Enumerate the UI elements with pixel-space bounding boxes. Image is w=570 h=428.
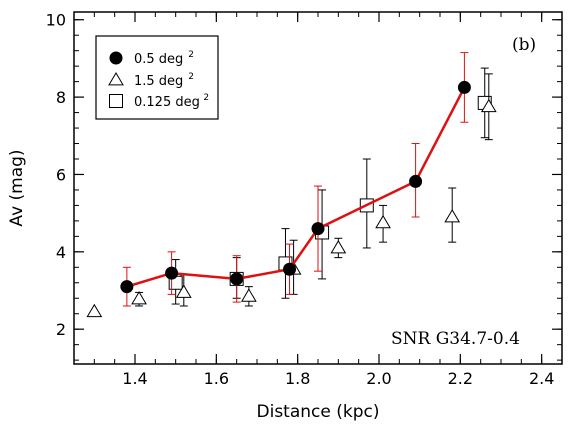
data-point xyxy=(283,262,297,276)
y-tick-label: 2 xyxy=(56,320,66,339)
data-point xyxy=(444,209,461,223)
data-point xyxy=(311,222,325,236)
data-point xyxy=(230,272,244,286)
series-filled-circle xyxy=(120,52,471,307)
data-point xyxy=(240,288,257,302)
y-tick-labels: 2 4 6 8 10 xyxy=(46,11,66,339)
x-tick-label: 2.2 xyxy=(448,369,473,388)
legend-item: 0.125 deg 2 xyxy=(109,93,209,110)
data-point xyxy=(120,280,134,294)
data-point xyxy=(480,98,497,113)
annotation-snr: SNR G34.7-0.4 xyxy=(391,329,520,349)
data-point xyxy=(86,303,103,318)
legend-label: 1.5 deg xyxy=(134,74,183,89)
legend-marker xyxy=(109,94,123,108)
x-tick-label: 2.4 xyxy=(529,369,554,388)
data-point xyxy=(175,284,192,298)
axis-ticks xyxy=(74,12,562,364)
data-point xyxy=(409,174,423,188)
x-tick-label: 1.4 xyxy=(122,369,147,388)
legend-label: 0.125 deg xyxy=(134,95,200,110)
legend-item: 0.5 deg 2 xyxy=(109,50,194,67)
data-point xyxy=(375,214,391,229)
data-point xyxy=(165,266,179,280)
x-tick-labels: 1.4 1.6 1.8 2.0 2.2 2.4 xyxy=(122,369,554,388)
data-point xyxy=(457,80,471,94)
y-tick-label: 6 xyxy=(56,165,66,184)
legend-label-superscript: 2 xyxy=(188,50,194,60)
legend-item: 1.5 deg 2 xyxy=(108,72,194,89)
x-tick-label: 2.0 xyxy=(366,369,391,388)
y-tick-label: 4 xyxy=(56,243,66,262)
x-axis-label: Distance (kpc) xyxy=(257,402,380,422)
legend-label-superscript: 2 xyxy=(188,72,194,82)
legend-label: 0.5 deg xyxy=(134,52,183,67)
legend: 0.5 deg 21.5 deg 20.125 deg 2 xyxy=(95,35,219,120)
panel-label: (b) xyxy=(512,35,536,55)
y-tick-label: 8 xyxy=(56,88,66,107)
legend-items: 0.5 deg 21.5 deg 20.125 deg 2 xyxy=(108,50,209,110)
x-tick-label: 1.8 xyxy=(285,369,310,388)
series-layer xyxy=(86,52,497,318)
data-point xyxy=(131,291,147,305)
x-tick-label: 1.6 xyxy=(204,369,229,388)
y-axis-label: Av (mag) xyxy=(7,149,27,226)
legend-label-superscript: 2 xyxy=(203,93,209,103)
legend-marker xyxy=(109,51,123,65)
legend-marker xyxy=(108,72,124,86)
data-point xyxy=(330,239,347,254)
y-tick-label: 10 xyxy=(46,11,66,30)
